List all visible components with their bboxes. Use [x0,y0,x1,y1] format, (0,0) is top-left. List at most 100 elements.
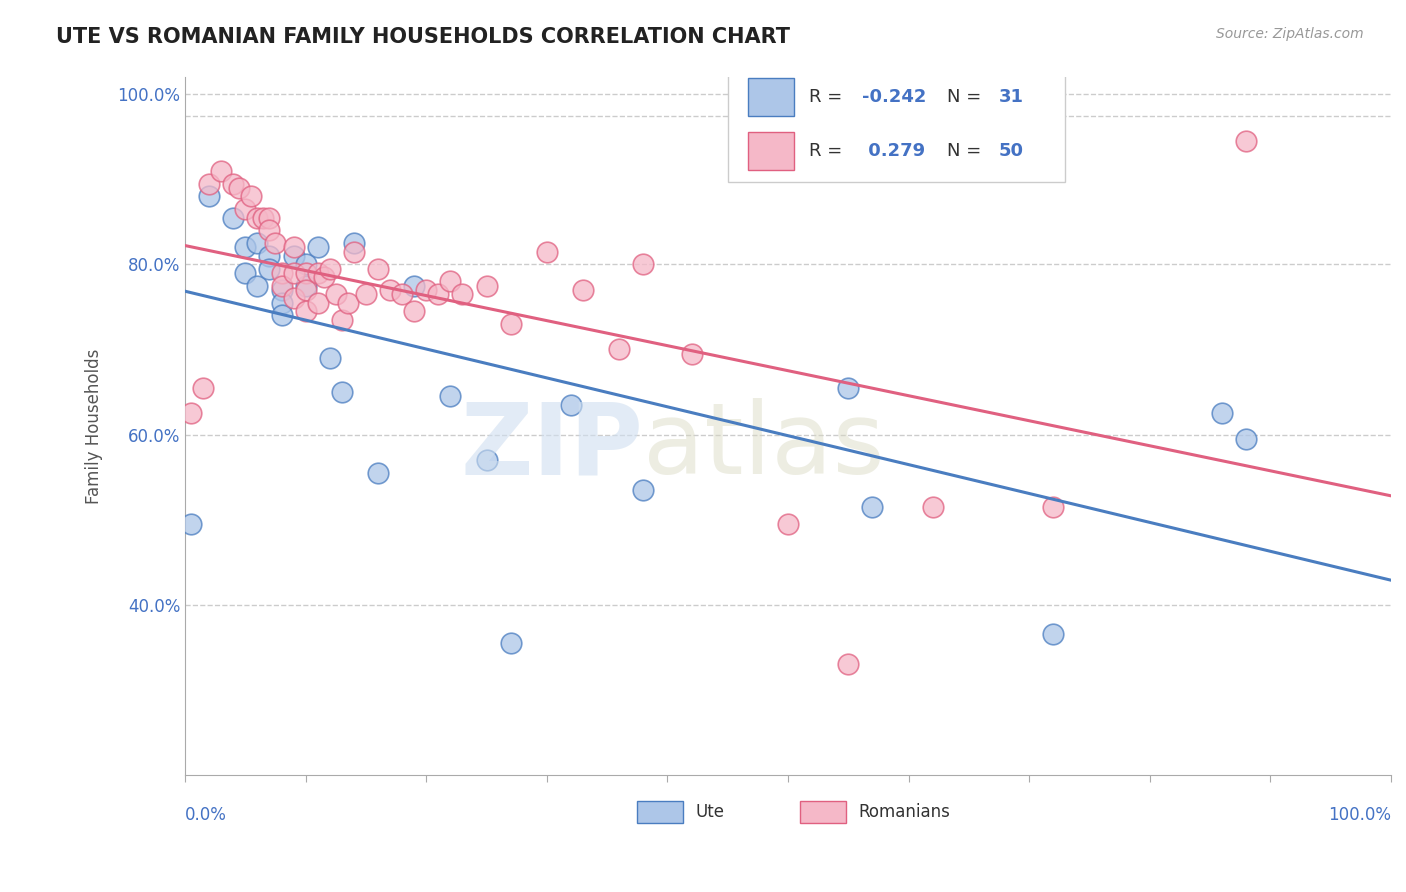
Point [198,177,221,191]
FancyBboxPatch shape [800,801,846,823]
Point [343,244,366,259]
Point [330,384,353,399]
Point [294,304,316,318]
Point [536,244,558,259]
Text: 0.279: 0.279 [862,142,925,160]
Point [294,266,316,280]
Point [1234,134,1257,148]
Text: -0.242: -0.242 [862,88,927,106]
FancyBboxPatch shape [748,78,794,116]
Point [325,287,347,301]
Point [235,202,257,217]
Point [209,164,232,178]
Point [776,516,799,531]
Point [307,240,329,254]
Point [264,236,287,251]
Point [312,270,335,285]
Point [572,283,595,297]
Point [259,249,281,263]
Point [270,309,292,323]
Point [246,211,269,225]
Text: R =: R = [808,88,848,106]
Point [246,278,269,293]
Point [1211,406,1233,420]
Point [222,211,245,225]
Point [180,516,202,531]
Point [367,466,389,480]
Point [294,257,316,271]
Point [307,266,329,280]
Point [633,483,655,497]
Text: atlas: atlas [644,399,884,495]
Point [837,381,859,395]
Text: R =: R = [808,142,848,160]
Point [367,261,389,276]
Point [330,312,353,326]
Point [336,295,359,310]
FancyBboxPatch shape [637,801,683,823]
Point [921,500,943,514]
Point [1234,432,1257,446]
Point [560,398,582,412]
Point [259,261,281,276]
Point [252,211,274,225]
Text: 31: 31 [1000,88,1024,106]
Point [319,351,342,365]
Point [270,283,292,297]
Point [235,266,257,280]
Point [475,453,498,467]
Point [499,636,522,650]
Point [607,343,630,357]
Point [681,347,703,361]
Text: Romanians: Romanians [858,803,950,822]
Text: N =: N = [948,142,987,160]
Point [259,223,281,237]
Point [235,240,257,254]
Point [439,275,461,289]
Point [283,292,305,306]
Point [343,236,366,251]
Point [283,266,305,280]
Point [294,283,316,297]
Point [240,189,263,203]
Point [475,278,498,293]
Point [246,236,269,251]
Point [294,278,316,293]
Text: UTE VS ROMANIAN FAMILY HOUSEHOLDS CORRELATION CHART: UTE VS ROMANIAN FAMILY HOUSEHOLDS CORREL… [56,27,790,46]
Point [283,240,305,254]
Point [191,381,214,395]
FancyBboxPatch shape [728,67,1066,182]
Point [391,287,413,301]
Point [307,295,329,310]
Point [439,389,461,403]
Point [633,257,655,271]
Text: ZIP: ZIP [460,399,644,495]
Text: Source: ZipAtlas.com: Source: ZipAtlas.com [1216,27,1364,41]
Point [378,283,401,297]
Point [354,287,377,301]
Point [222,177,245,191]
Point [180,406,202,420]
Point [1042,500,1064,514]
Text: 100.0%: 100.0% [1329,806,1391,824]
Point [283,249,305,263]
Point [427,287,450,301]
Point [404,278,426,293]
Y-axis label: Family Households: Family Households [86,348,103,504]
Point [837,657,859,671]
FancyBboxPatch shape [748,132,794,170]
Point [228,181,250,195]
Point [270,266,292,280]
Point [862,500,884,514]
Point [415,283,437,297]
Point [499,317,522,331]
Text: 50: 50 [1000,142,1024,160]
Point [1042,627,1064,641]
Text: N =: N = [948,88,987,106]
Point [404,304,426,318]
Point [270,278,292,293]
Point [451,287,474,301]
Point [198,189,221,203]
Text: Ute: Ute [695,803,724,822]
Point [319,261,342,276]
